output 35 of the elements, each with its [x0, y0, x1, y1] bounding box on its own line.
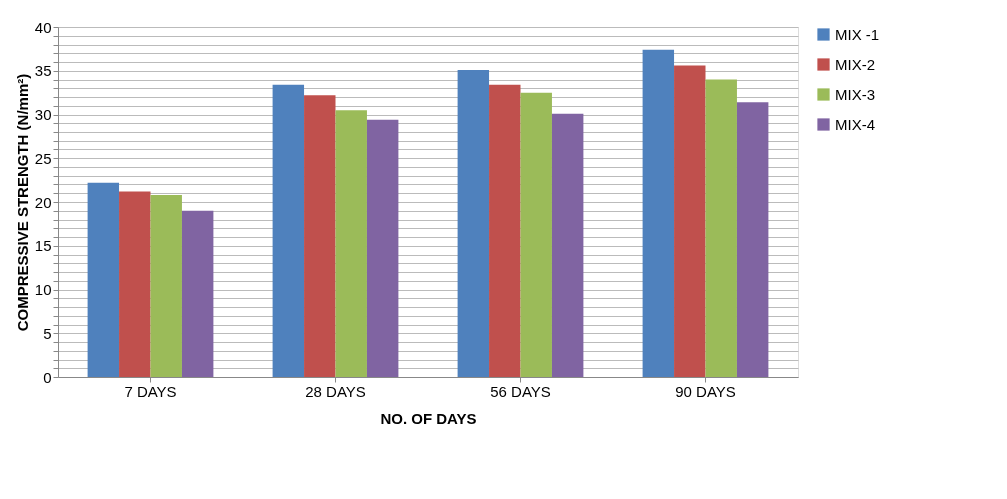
y-tick-label: 40 — [34, 18, 52, 36]
y-tick-label: 5 — [43, 324, 52, 342]
y-tick-label: 30 — [34, 106, 52, 123]
legend-label: MIX -1 — [835, 25, 880, 43]
bar — [551, 113, 584, 377]
legend-label: MIX-3 — [835, 85, 876, 103]
y-tick-label: 15 — [34, 237, 52, 255]
bar — [366, 119, 399, 377]
legend-label: MIX-2 — [835, 55, 876, 73]
bar — [705, 79, 737, 377]
bar — [736, 102, 769, 377]
y-axis-title: COMPRESSIVE STRENGTH (N/mm²) — [13, 73, 31, 332]
bar — [520, 92, 552, 377]
x-axis-title: NO. OF DAYS — [380, 409, 477, 427]
x-tick-label: 28 DAYS — [305, 382, 366, 400]
bar — [119, 191, 151, 377]
y-tick-label: 20 — [34, 193, 52, 211]
bar — [304, 95, 336, 377]
bar — [272, 84, 305, 377]
legend-label: MIX-4 — [835, 115, 876, 133]
x-tick-label: 7 DAYS — [124, 382, 177, 400]
bar — [674, 65, 706, 377]
bar — [489, 84, 521, 377]
bar — [181, 210, 214, 377]
x-tick-label: 56 DAYS — [490, 382, 551, 400]
bar — [87, 182, 120, 377]
y-tick-label: 25 — [34, 149, 52, 167]
x-tick-label: 90 DAYS — [675, 382, 736, 400]
bar — [457, 69, 490, 377]
y-tick-label: 0 — [43, 368, 52, 386]
bar — [150, 195, 182, 377]
y-tick-label: 35 — [34, 62, 52, 80]
bar — [335, 110, 367, 377]
bar — [642, 49, 675, 377]
y-tick-label: 10 — [34, 281, 52, 298]
